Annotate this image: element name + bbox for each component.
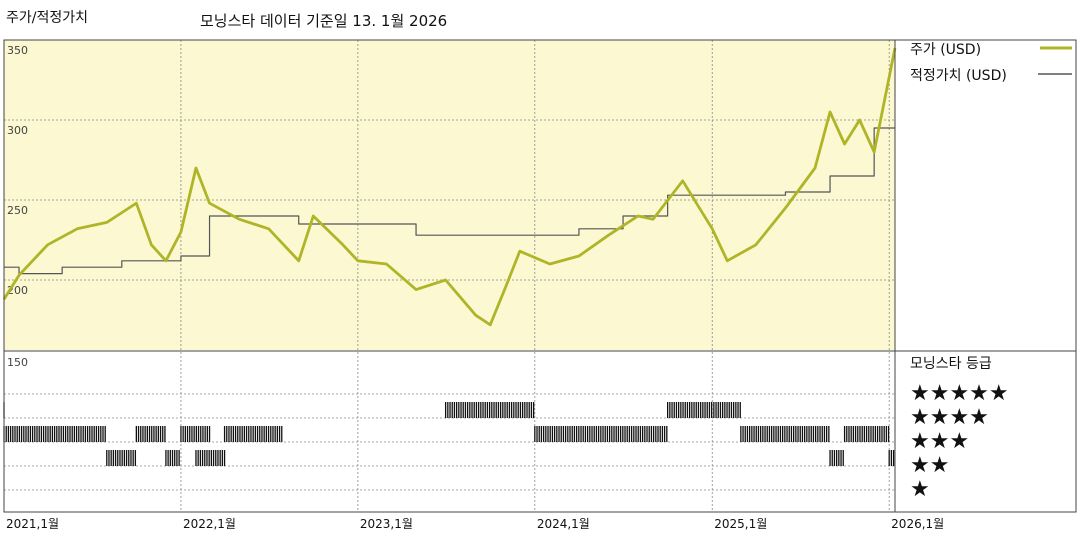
rating-period-bar bbox=[534, 426, 668, 442]
rating-period-bar bbox=[666, 402, 741, 418]
rating-period-bar bbox=[888, 450, 895, 466]
rating-star-level: ★★★ bbox=[910, 429, 969, 454]
y-tick-label: 150 bbox=[7, 356, 28, 369]
chart-title: 주가/적정가치 bbox=[6, 10, 88, 26]
rating-period-bar bbox=[843, 426, 890, 442]
rating-period-bar bbox=[829, 450, 844, 466]
series-line bbox=[4, 127, 895, 275]
rating-star-level: ★★★★ bbox=[910, 405, 989, 430]
chart-subtitle: 모닝스타 데이터 기준일 13. 1월 2026 bbox=[200, 12, 447, 30]
rating-star-levels: ★★★★★★★★★★★★★★★ bbox=[910, 381, 1009, 502]
legend-fair-value-label: 적정가치 (USD) bbox=[910, 68, 1007, 84]
x-tick-labels: 2021,1월 2022,1월 2023,1월 2024,1월 2025,1월 2026,… bbox=[6, 517, 944, 531]
rating-star-level: ★★★★★ bbox=[910, 381, 1009, 406]
y-tick-label: 350 bbox=[7, 44, 28, 57]
rating-plot-background bbox=[4, 352, 895, 512]
rating-period-bar bbox=[444, 402, 535, 418]
legend: 주가 (USD) 적정가치 (USD) 모닝스타 등급 ★★★★★★★★★★★★… bbox=[910, 42, 1072, 502]
y-tick-label: 250 bbox=[7, 204, 28, 217]
rating-star-level: ★★ bbox=[910, 453, 949, 478]
x-tick-label: 2025,1월 bbox=[714, 517, 767, 531]
price-line-layer bbox=[2, 47, 897, 327]
x-tick-label: 2024,1월 bbox=[537, 517, 590, 531]
rating-period-bar bbox=[740, 426, 830, 442]
rating-star-level: ★ bbox=[910, 477, 930, 502]
rating-period-bar bbox=[195, 450, 226, 466]
rating-period-bar bbox=[135, 426, 166, 442]
y-tick-label: 300 bbox=[7, 124, 28, 137]
x-tick-label: 2023,1월 bbox=[360, 517, 413, 531]
rating-title: 모닝스타 등급 bbox=[910, 356, 992, 372]
x-tick-label: 2021,1월 bbox=[6, 517, 59, 531]
x-tick-label: 2022,1월 bbox=[183, 517, 236, 531]
x-tick-label: 2026,1월 bbox=[891, 517, 944, 531]
rating-period-bar bbox=[106, 450, 137, 466]
rating-period-bar bbox=[180, 426, 211, 442]
rating-period-bar bbox=[165, 450, 180, 466]
rating-bars-layer bbox=[3, 402, 895, 466]
series-line bbox=[2, 47, 897, 327]
outer-frame bbox=[3, 39, 1077, 513]
rating-period-bar bbox=[223, 426, 283, 442]
legend-price-label: 주가 (USD) bbox=[910, 42, 981, 58]
chart-frame bbox=[3, 39, 1077, 513]
rating-period-bar bbox=[3, 426, 106, 442]
